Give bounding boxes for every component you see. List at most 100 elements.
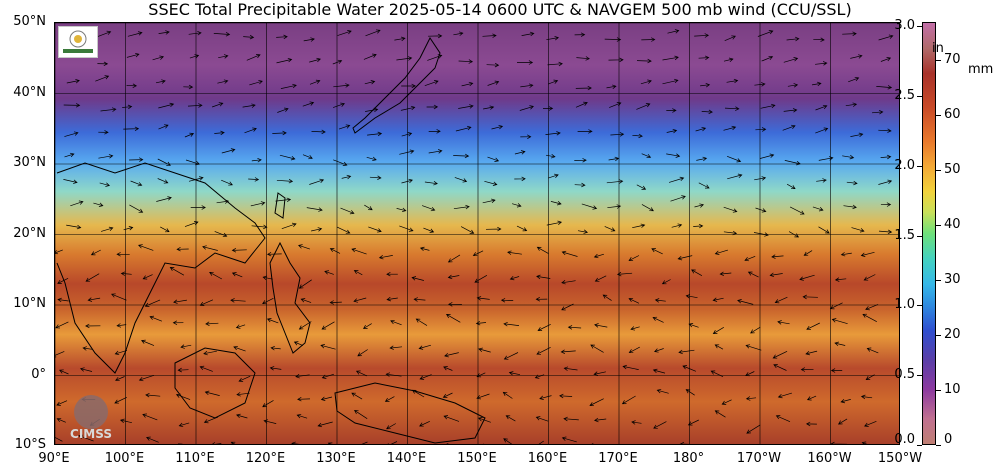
wind-arrow [366,156,377,162]
wind-arrow [507,250,522,255]
wind-arrow [482,33,497,38]
wind-arrow [545,154,556,159]
wind-arrow [100,107,117,112]
colorbar-in-tick [917,445,922,446]
wind-arrow [574,182,586,188]
wind-arrow [545,131,561,136]
wind-arrow [678,349,695,355]
wind-arrow [188,30,202,36]
wind-arrow [93,202,104,207]
wind-arrow [546,220,563,226]
wind-arrow [85,273,100,282]
wind-arrow [95,75,110,82]
wind-arrow [447,254,461,263]
wind-arrow [57,297,69,303]
wind-arrow [276,57,293,64]
wind-arrow [671,223,683,228]
wind-arrow [55,321,69,329]
wind-arrow [250,201,266,207]
wind-arrow [79,367,93,372]
wind-arrow [616,271,633,277]
wind-arrow [399,225,414,232]
wind-arrow [427,33,443,39]
wind-arrow [269,366,282,371]
wind-arrow [297,396,311,402]
wind-arrow [146,436,159,443]
wind-arrow [70,200,84,207]
wind-arrow [367,131,383,137]
wind-arrow [561,250,578,257]
wind-arrow [362,323,372,329]
wind-arrow [126,83,138,89]
wind-arrow [236,392,250,397]
wind-arrow [341,174,352,180]
wind-arrow [123,126,140,132]
wind-arrow [298,279,312,289]
wind-arrow [66,224,82,230]
wind-arrow [306,207,323,212]
wind-arrow [755,207,767,213]
wind-arrow [694,33,710,38]
wind-arrow [589,398,604,407]
wind-arrow [608,57,624,63]
wind-arrow [249,79,263,86]
wind-arrow [156,196,172,202]
wind-arrow [784,160,801,166]
wind-arrow [806,395,817,401]
wind-arrow [606,84,617,89]
wind-arrow [221,148,236,154]
colorbar-in-tick [917,235,922,237]
wind-arrow [505,415,516,422]
wind-arrow [861,441,868,444]
wind-arrow [56,400,68,406]
wind-arrow [815,61,828,66]
wind-arrow [537,323,551,331]
wind-arrow [120,271,132,276]
wind-arrow [726,78,739,84]
wind-arrow [158,102,175,109]
wind-arrow [353,270,363,276]
wind-arrow [332,102,345,108]
colorbar-mm-tick [936,280,941,282]
wind-arrow [211,102,224,108]
wind-arrow [320,396,333,401]
wind-arrow [483,105,495,110]
wind-arrow [880,154,892,160]
wind-arrow [276,178,294,184]
wind-arrow [401,83,416,89]
wind-arrow [309,57,322,63]
wind-arrow [321,321,335,330]
wind-arrow [476,372,486,378]
colorbar-mm-tick [936,390,941,392]
wind-arrow [815,127,829,134]
wind-arrow [401,178,413,184]
wind-arrow [539,395,552,400]
wind-arrow [747,271,759,278]
wind-arrow [759,153,775,159]
wind-arrow [460,226,475,234]
wind-arrow [384,396,395,402]
wind-arrow [188,176,204,182]
wind-arrow [850,54,863,59]
wind-arrow [575,101,588,108]
wind-arrow [677,255,693,261]
wind-arrow [775,415,791,423]
wind-arrow [567,325,582,330]
wind-arrow [574,32,586,37]
wind-arrow [447,274,460,280]
wind-arrow [727,173,743,180]
wind-arrow [593,417,607,423]
colorbar-mm-tick [936,445,941,446]
wind-arrow [390,319,402,326]
wind-arrow [666,108,677,113]
wind-arrow [698,182,710,189]
wind-arrow [169,267,185,276]
wind-arrow [666,153,681,158]
lat-label: 40°N [13,84,46,100]
wind-arrow [458,104,474,109]
wind-arrow [231,247,247,253]
wind-arrow [114,396,127,404]
wind-arrow [262,275,273,281]
colorbar-in-label: 0.0 [894,432,915,447]
wind-arrow [351,392,363,400]
